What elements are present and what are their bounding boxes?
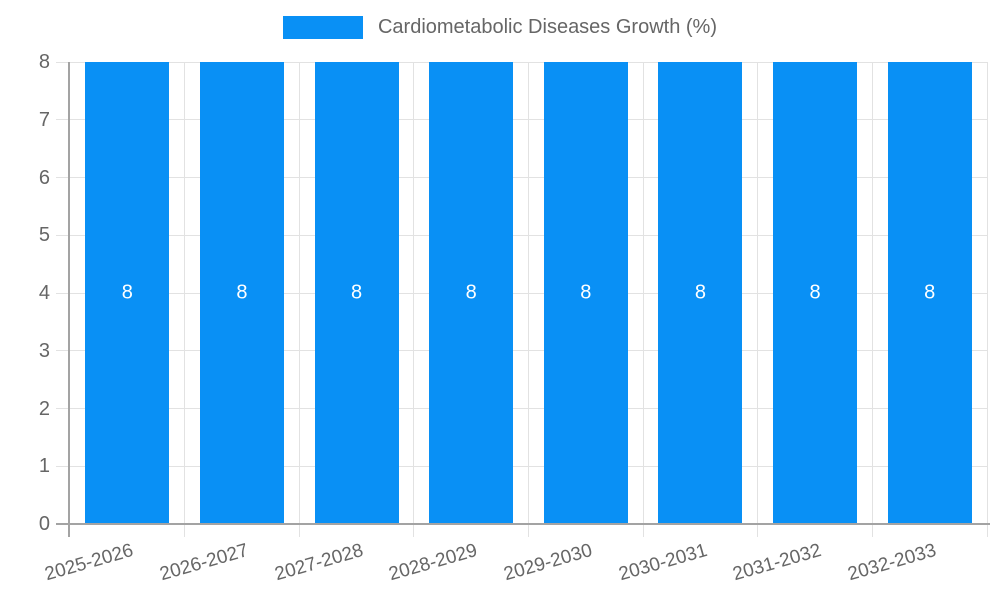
h-gridline: [56, 177, 987, 178]
legend-label: Cardiometabolic Diseases Growth (%): [377, 16, 717, 38]
y-tick-label: 1: [38, 455, 50, 478]
h-gridline: [56, 408, 987, 409]
x-tick-label: 2032-2033: [845, 540, 939, 586]
bar[interactable]: 8: [314, 62, 399, 524]
v-gridline: [757, 62, 759, 537]
bar[interactable]: 8: [887, 62, 972, 524]
y-tick-label: 8: [38, 51, 50, 73]
x-tick-label: 2031-2032: [730, 540, 824, 586]
bar-value-label: 8: [809, 281, 821, 304]
bar-value-label: 8: [351, 281, 363, 304]
bar[interactable]: 8: [658, 62, 743, 524]
h-gridline: [56, 292, 987, 294]
y-tick-label: 7: [38, 108, 50, 131]
x-tick-label: 2025-2026: [42, 540, 137, 586]
v-gridline: [871, 62, 873, 537]
h-gridline: [56, 61, 987, 63]
h-gridline: [56, 234, 987, 236]
x-tick-label: 2030-2031: [616, 540, 710, 586]
v-gridline: [528, 62, 529, 537]
h-gridline: [56, 119, 987, 121]
bar[interactable]: 8: [773, 62, 858, 524]
x-axis-line: [56, 523, 990, 525]
y-tick-label: 0: [38, 513, 50, 535]
bar[interactable]: 8: [543, 62, 628, 524]
x-tick-label: 2026-2027: [157, 540, 251, 586]
bar[interactable]: 8: [85, 62, 170, 524]
y-tick-label: 2: [38, 397, 50, 420]
bar-value-label: 8: [121, 281, 133, 304]
y-tick-label: 5: [38, 224, 50, 247]
y-tick-label: 3: [38, 339, 50, 362]
y-tick-label: 4: [38, 282, 50, 304]
v-gridline: [298, 62, 300, 537]
y-axis-line: [68, 62, 70, 537]
bar-value-label: 8: [465, 281, 477, 304]
bar-value-label: 8: [924, 281, 936, 304]
bar-value-label: 8: [236, 281, 248, 304]
chart-legend[interactable]: Cardiometabolic Diseases Growth (%): [0, 16, 1000, 39]
v-gridline: [413, 62, 415, 537]
v-gridline: [642, 62, 644, 537]
x-tick-label: 2027-2028: [272, 540, 366, 586]
v-gridline: [184, 62, 186, 537]
x-tick-label: 2029-2030: [501, 540, 595, 586]
v-gridline: [986, 62, 988, 537]
legend-swatch-icon: [282, 16, 363, 39]
bar-value-label: 8: [580, 281, 592, 304]
h-gridline: [56, 465, 987, 467]
bar[interactable]: 8: [429, 62, 514, 524]
bar-value-label: 8: [694, 281, 706, 304]
h-gridline: [56, 350, 987, 352]
y-tick-label: 6: [38, 166, 50, 189]
x-tick-label: 2028-2029: [386, 540, 480, 586]
bar[interactable]: 8: [199, 62, 284, 524]
